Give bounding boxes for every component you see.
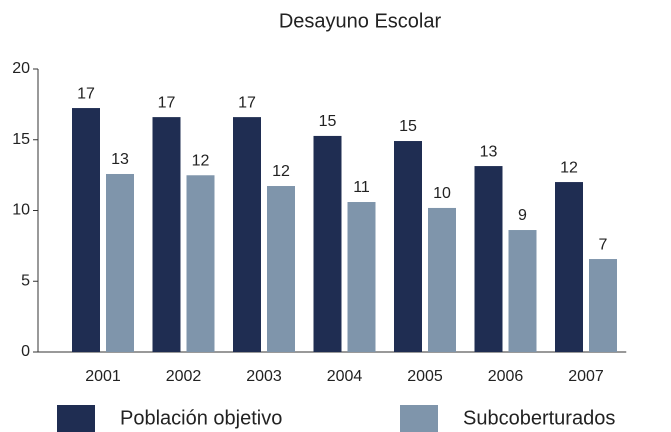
legend-swatch — [400, 405, 438, 432]
data-label: 12 — [272, 163, 290, 180]
y-tick-label: 20 — [12, 60, 30, 77]
bar — [313, 135, 342, 352]
bar — [72, 108, 100, 352]
y-tick-label: 15 — [12, 131, 30, 148]
bar — [152, 117, 181, 352]
data-label: 17 — [238, 94, 256, 111]
bar — [106, 173, 134, 352]
x-tick-label: 2001 — [85, 368, 121, 385]
x-tick-label: 2003 — [246, 368, 282, 385]
data-label: 17 — [77, 85, 95, 102]
bar — [555, 182, 583, 352]
bar — [474, 166, 503, 352]
data-label: 13 — [111, 151, 129, 168]
y-tick-label: 5 — [21, 272, 30, 289]
data-label: 17 — [158, 94, 176, 111]
data-label: 7 — [599, 236, 608, 253]
data-label: 9 — [518, 207, 527, 224]
bar — [233, 117, 261, 352]
y-tick-label: 0 — [21, 343, 30, 360]
y-tick-label: 10 — [12, 202, 30, 219]
bar — [347, 202, 376, 352]
x-tick-label: 2006 — [488, 368, 524, 385]
bar — [508, 230, 537, 352]
data-label: 11 — [353, 179, 370, 196]
data-label: 15 — [319, 113, 337, 130]
data-label: 13 — [480, 143, 498, 160]
data-label: 10 — [433, 185, 451, 202]
x-tick-label: 2002 — [166, 368, 202, 385]
data-label: 15 — [399, 118, 417, 135]
bar — [428, 207, 456, 352]
legend-swatch — [57, 405, 95, 432]
bar — [186, 175, 215, 352]
data-label: 12 — [192, 152, 210, 169]
x-tick-label: 2007 — [568, 368, 604, 385]
data-label: 12 — [560, 159, 578, 176]
chart-title: Desayuno Escolar — [279, 10, 442, 32]
bar — [394, 141, 422, 352]
legend-label: Población objetivo — [120, 407, 282, 429]
x-tick-label: 2004 — [327, 368, 363, 385]
x-tick-label: 2005 — [407, 368, 443, 385]
bar — [267, 186, 295, 352]
bar — [589, 259, 617, 352]
legend-label: Subcoberturados — [463, 407, 615, 429]
